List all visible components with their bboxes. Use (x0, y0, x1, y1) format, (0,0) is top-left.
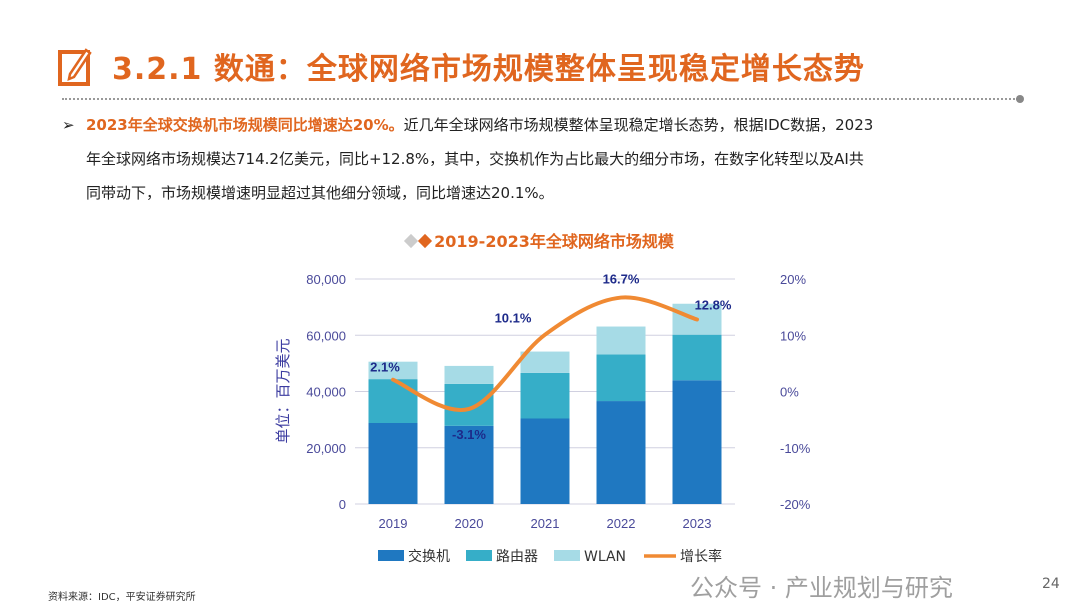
y2-tick-label: 10% (780, 328, 806, 343)
legend-swatch-WLAN (554, 550, 580, 561)
x-tick-label: 2020 (455, 516, 484, 531)
highlight-text: 2023年全球交换机市场规模同比增速达20%。 (86, 116, 404, 134)
data-label: 10.1% (495, 311, 532, 326)
y2-tick-label: -20% (780, 497, 811, 512)
summary-paragraph: ➢ 2023年全球交换机市场规模同比增速达20%。近几年全球网络市场规模整体呈现稳… (62, 108, 1062, 210)
body-line-3: 同带动下，市场规模增速明显超过其他细分领域，同比增速达20.1%。 (86, 184, 554, 202)
data-label: 16.7% (603, 272, 640, 287)
bar-交换机 (672, 380, 722, 504)
y2-tick-label: -10% (780, 441, 811, 456)
chart-title-text: 2019-2023年全球网络市场规模 (434, 232, 674, 251)
y2-tick-label: 0% (780, 385, 799, 400)
legend-label: WLAN (584, 549, 626, 565)
legend-label: 增长率 (680, 548, 722, 565)
chart-title: 2019-2023年全球网络市场规模 (0, 228, 1080, 252)
bar-交换机 (444, 425, 494, 504)
bar-WLAN (520, 351, 570, 373)
page-number: 24 (1042, 576, 1060, 592)
bar-WLAN (596, 326, 646, 355)
data-label: 12.8% (695, 298, 732, 313)
bullet-arrow-icon: ➢ (62, 116, 75, 134)
divider (62, 98, 1018, 100)
bar-路由器 (368, 379, 418, 423)
body-line-1: 近几年全球网络市场规模整体呈现稳定增长态势，根据IDC数据，2023 (403, 116, 874, 134)
x-tick-label: 2021 (531, 516, 560, 531)
bar-交换机 (596, 401, 646, 504)
y-tick-label: 60,000 (306, 328, 346, 343)
y-tick-label: 0 (339, 497, 346, 512)
x-tick-label: 2023 (683, 516, 712, 531)
bar-路由器 (444, 383, 494, 426)
bar-交换机 (368, 423, 418, 504)
legend-swatch-路由器 (466, 550, 492, 561)
data-label: -3.1% (452, 427, 486, 442)
y-axis-label: 单位：百万美元 (274, 338, 292, 443)
bar-路由器 (596, 354, 646, 402)
divider-dot (1016, 95, 1024, 103)
y-tick-label: 80,000 (306, 272, 346, 287)
body-line-2: 年全球网络市场规模达714.2亿美元，同比+12.8%，其中，交换机作为占比最大… (86, 150, 864, 168)
x-tick-label: 2019 (379, 516, 408, 531)
y2-tick-label: 20% (780, 272, 806, 287)
watermark: 公众号 · 产业规划与研究 (690, 574, 953, 602)
legend-label: 交换机 (408, 548, 450, 565)
bar-WLAN (444, 365, 494, 384)
legend-swatch-交换机 (378, 550, 404, 561)
source-note: 资料来源：IDC，平安证券研究所 (48, 592, 196, 603)
data-label: 2.1% (370, 360, 400, 375)
x-tick-label: 2022 (607, 516, 636, 531)
bar-交换机 (520, 418, 570, 504)
growth-rate-line (391, 295, 699, 413)
page-title: 3.2.1 数通：全球网络市场规模整体呈现稳定增长态势 (112, 52, 865, 87)
bar-WLAN (368, 361, 418, 380)
y-tick-label: 40,000 (306, 385, 346, 400)
legend-label: 路由器 (496, 549, 538, 565)
pencil-note-icon (58, 48, 92, 86)
bar-路由器 (672, 334, 722, 381)
bar-路由器 (520, 372, 570, 419)
y-tick-label: 20,000 (306, 441, 346, 456)
